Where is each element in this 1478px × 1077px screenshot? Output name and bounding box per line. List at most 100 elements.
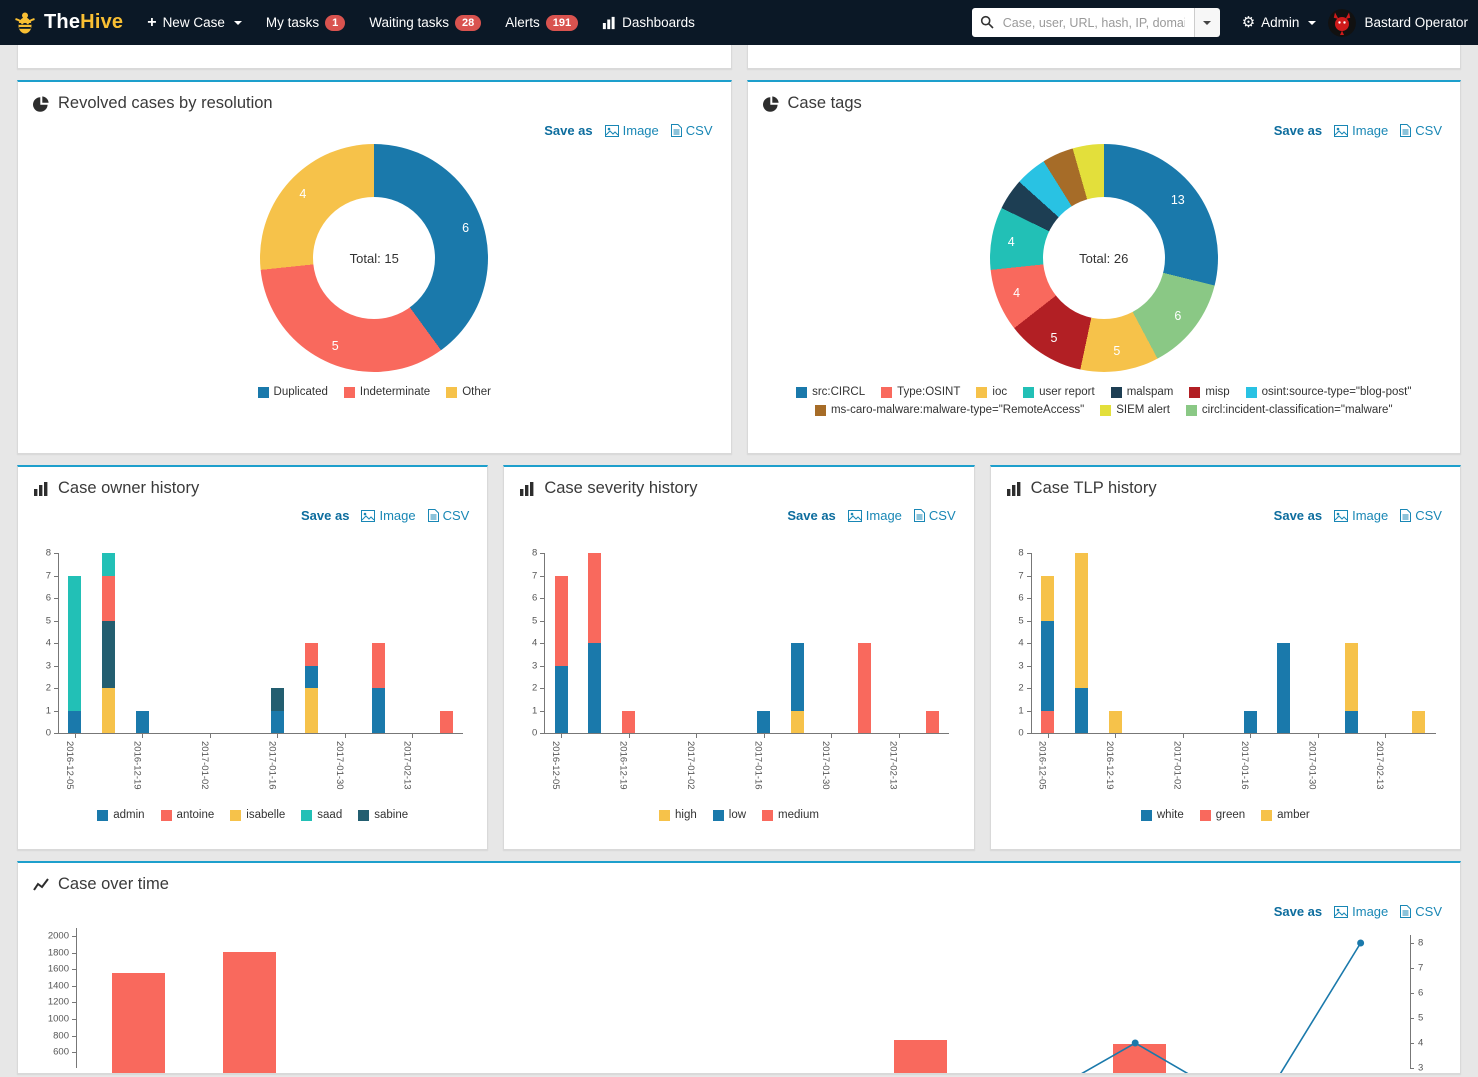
export-image-link[interactable]: Image [847, 508, 902, 523]
thehive-brand[interactable]: TheHive [8, 10, 135, 36]
bar-segment[interactable] [1108, 710, 1122, 733]
legend-item[interactable]: admin [97, 809, 145, 821]
bar-segment[interactable] [102, 620, 116, 688]
new-case-menu[interactable]: + New Case [135, 0, 254, 45]
export-image-link[interactable]: Image [1334, 508, 1388, 523]
export-csv-link[interactable]: CSV [913, 508, 956, 523]
time-bar[interactable] [112, 973, 166, 1073]
time-bar[interactable] [893, 1039, 947, 1073]
bar-segment[interactable] [270, 710, 284, 733]
bar-segment[interactable] [858, 643, 872, 733]
legend-item[interactable]: circl:incident-classification="malware" [1185, 404, 1393, 416]
export-csv-link[interactable]: CSV [670, 123, 713, 138]
search-options-button[interactable] [1193, 8, 1220, 37]
legend-item[interactable]: low [712, 809, 746, 821]
waiting-tasks-menu[interactable]: Waiting tasks 28 [357, 0, 493, 45]
line-point-marker[interactable] [1357, 939, 1365, 947]
save-as-label: Save as [1273, 904, 1323, 919]
donut-chart[interactable]: Total: 15 6 5 4 [260, 144, 489, 372]
user-name[interactable]: Bastard Operator [1364, 15, 1468, 30]
bar-segment[interactable] [588, 553, 602, 643]
bar-segment[interactable] [372, 643, 386, 688]
export-csv-link[interactable]: CSV [427, 508, 469, 523]
alerts-label: Alerts [505, 15, 540, 30]
time-bar[interactable] [1112, 1043, 1166, 1073]
legend-item[interactable]: user report [1023, 386, 1095, 398]
legend-item[interactable]: Other [446, 386, 491, 398]
export-image-link[interactable]: Image [1334, 123, 1388, 138]
y-tick-label: 7 [532, 570, 538, 581]
export-image-link[interactable]: Image [361, 508, 416, 523]
left-axis-tick-label: 1800 [47, 947, 69, 959]
y-tick [540, 733, 545, 734]
legend-item[interactable]: Duplicated [257, 386, 328, 398]
bar-segment[interactable] [102, 575, 116, 621]
bar-segment[interactable] [790, 643, 804, 711]
bar-segment[interactable] [1243, 710, 1257, 733]
bar-segment[interactable] [757, 710, 771, 733]
bar-segment[interactable] [304, 688, 318, 733]
bar-segment[interactable] [554, 575, 568, 666]
bar-segment[interactable] [304, 665, 318, 688]
bar-segment[interactable] [1041, 710, 1055, 733]
legend-item[interactable]: src:CIRCL [796, 386, 865, 398]
bar-segment[interactable] [554, 665, 568, 733]
search-input[interactable] [971, 8, 1194, 37]
bar-segment[interactable] [1074, 688, 1088, 733]
legend-item[interactable]: ms-caro-malware:malware-type="RemoteAcce… [814, 404, 1084, 416]
bar-segment[interactable] [1277, 643, 1291, 733]
export-csv-link[interactable]: CSV [1400, 508, 1442, 523]
bar-segment[interactable] [68, 575, 82, 711]
legend-item[interactable]: malspam [1110, 386, 1173, 398]
bar-segment[interactable] [304, 643, 318, 666]
admin-menu[interactable]: ⚙ Admin [1230, 0, 1329, 45]
legend-item[interactable]: SIEM alert [1100, 404, 1170, 416]
legend-item[interactable]: sabine [358, 809, 408, 821]
legend-item[interactable]: medium [762, 809, 819, 821]
legend-item[interactable]: misp [1189, 386, 1230, 398]
bar-segment[interactable] [790, 710, 804, 733]
y-tick [1026, 688, 1031, 689]
legend-item[interactable]: green [1199, 809, 1245, 821]
bar-segment[interactable] [270, 688, 284, 711]
user-avatar[interactable] [1328, 8, 1357, 37]
time-bar[interactable] [222, 951, 276, 1073]
y-tick-label: 7 [1018, 570, 1024, 581]
export-image-link[interactable]: Image [1334, 904, 1388, 919]
bar-segment[interactable] [1041, 575, 1055, 621]
legend-item[interactable]: Type:OSINT [881, 386, 960, 398]
bar-segment[interactable] [68, 710, 82, 733]
legend-item[interactable]: Indeterminate [343, 386, 430, 398]
legend-item[interactable]: amber [1261, 809, 1310, 821]
legend-item[interactable]: high [659, 809, 697, 821]
legend-item[interactable]: ioc [976, 386, 1007, 398]
bar-segment[interactable] [1041, 620, 1055, 711]
bar-segment[interactable] [102, 688, 116, 733]
bar-segment[interactable] [1074, 553, 1088, 688]
legend-item[interactable]: antoine [160, 809, 214, 821]
export-image-link[interactable]: Image [604, 123, 659, 138]
bar-segment[interactable] [588, 643, 602, 733]
bar-segment[interactable] [925, 710, 939, 733]
alerts-menu[interactable]: Alerts 191 [493, 0, 590, 45]
bar-segment[interactable] [1412, 710, 1426, 733]
legend-item[interactable]: saad [301, 809, 342, 821]
legend-item[interactable]: white [1140, 809, 1184, 821]
export-csv-link[interactable]: CSV [1400, 904, 1442, 919]
y-tick-label: 3 [1018, 660, 1024, 671]
legend-item[interactable]: isabelle [230, 809, 285, 821]
bar-segment[interactable] [135, 710, 149, 733]
bar-segment[interactable] [102, 553, 116, 576]
bar-segment[interactable] [1344, 710, 1358, 733]
left-axis-tick-label: 600 [53, 1046, 69, 1058]
dashboards-menu[interactable]: Dashboards [590, 0, 707, 45]
export-csv-link[interactable]: CSV [1400, 123, 1442, 138]
bar-segment[interactable] [1344, 643, 1358, 711]
bar-segment[interactable] [439, 710, 453, 733]
my-tasks-menu[interactable]: My tasks 1 [254, 0, 357, 45]
legend-item[interactable]: osint:source-type="blog-post" [1245, 386, 1411, 398]
donut-chart[interactable]: Total: 26 13 6 5 5 4 4 [989, 144, 1218, 372]
bar-segment[interactable] [372, 688, 386, 733]
line-point-marker[interactable] [1131, 1039, 1139, 1047]
bar-segment[interactable] [622, 710, 636, 733]
